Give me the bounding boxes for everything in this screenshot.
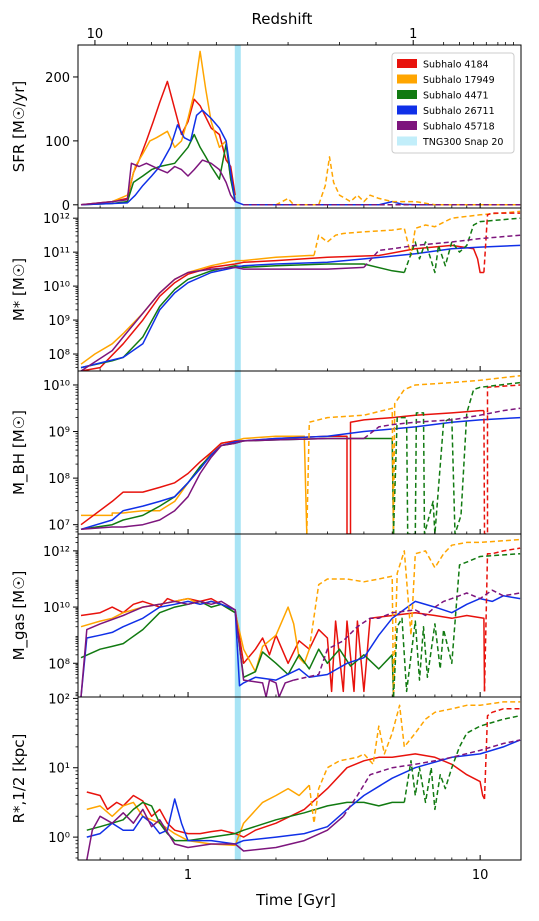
series-line-sfr-1 <box>80 50 236 206</box>
series-line-sfr-4 <box>80 159 236 206</box>
ytick-label-mbh-1: 10⁸ <box>48 472 70 487</box>
top-tick-label-1: 1 <box>409 27 417 42</box>
legend: Subhalo 4184 Subhalo 17949 Subhalo 4471 Sub… <box>391 52 515 154</box>
snapshot-bands <box>234 45 241 860</box>
legend-swatch-5 <box>397 136 417 146</box>
series-line-rhalf-8 <box>342 739 521 817</box>
x-axis-label: Time [Gyr] <box>255 891 336 909</box>
panel-mstar-series <box>80 210 521 371</box>
ylabel-rhalf: R*,1/2 [kpc] <box>10 734 28 824</box>
legend-box <box>391 52 515 154</box>
legend-label-3: Subhalo 26711 <box>423 106 495 117</box>
series-line-mgas-4 <box>80 600 294 697</box>
panel-mbh-series <box>80 374 521 534</box>
axes: 0 100 200 SFR [M☉/yr] 10⁸ 10⁹ 10¹⁰ 10¹¹ 10¹² M* [… <box>10 27 522 883</box>
ylabel-mbh: M_BH [M☉] <box>10 410 29 495</box>
series-line-mstar-2 <box>80 263 405 369</box>
legend-label-4: Subhalo 45718 <box>423 122 495 133</box>
series-line-mgas-5 <box>308 538 521 697</box>
series-line-mbh-6 <box>483 384 521 534</box>
panel-rhalf-series <box>86 701 521 860</box>
snapshot-band <box>234 45 241 860</box>
panel-mgas-series <box>80 538 521 697</box>
series-line-mgas-1 <box>80 597 311 673</box>
legend-label-5: TNG300 Snap 20 <box>422 137 503 148</box>
series-line-rhalf-1 <box>86 784 310 847</box>
legend-swatch-3 <box>397 105 417 115</box>
series-line-mgas-3 <box>80 595 521 697</box>
series-line-mstar-1 <box>80 244 484 371</box>
legend-label-2: Subhalo 4471 <box>423 91 489 102</box>
xtick-label-0: 1 <box>184 868 192 883</box>
legend-label-1: Subhalo 17949 <box>423 75 495 86</box>
series-line-mstar-3 <box>80 244 521 369</box>
legend-swatch-4 <box>397 121 417 130</box>
series-line-mstar-7 <box>403 217 521 274</box>
series-line-mbh-5 <box>306 374 521 534</box>
ytick-label-rhalf-1: 10¹ <box>48 762 70 777</box>
ytick-label-mgas-0: 10⁸ <box>48 657 70 672</box>
series-line-mstar-6 <box>483 212 521 273</box>
ytick-label-mstar-2: 10¹⁰ <box>43 280 70 295</box>
ylabel-mgas: M_gas [M☉] <box>10 571 29 661</box>
panel-frame-mstar <box>77 207 522 372</box>
legend-swatch-1 <box>397 74 417 84</box>
series-line-mbh-7 <box>392 381 521 534</box>
series-line-mstar-5 <box>313 210 521 257</box>
series-line-mgas-6 <box>483 547 521 692</box>
ytick-label-mstar-4: 10¹² <box>43 212 70 227</box>
panel-frame-rhalf <box>77 696 522 861</box>
ytick-label-mstar-3: 10¹¹ <box>43 246 70 261</box>
legend-swatch-0 <box>397 59 417 68</box>
panel-frame-mgas <box>77 533 522 698</box>
series-line-mgas-2 <box>80 600 395 697</box>
ytick-label-rhalf-2: 10² <box>48 692 70 707</box>
ytick-label-sfr-0: 0 <box>62 199 70 214</box>
ylabel-mstar: M* [M☉] <box>10 258 28 321</box>
series-line-sfr-3 <box>80 109 521 206</box>
series-line-rhalf-6 <box>483 708 521 800</box>
ytick-label-mbh-2: 10⁹ <box>48 426 70 441</box>
data-series <box>80 50 521 860</box>
series-line-sfr-0 <box>80 80 236 206</box>
top-tick-label-0: 10 <box>87 27 104 42</box>
legend-swatch-2 <box>397 90 417 99</box>
series-line-sfr-2 <box>80 133 236 206</box>
series-line-sfr-5 <box>243 156 521 206</box>
series-line-rhalf-7 <box>403 714 521 811</box>
ytick-label-mstar-0: 10⁸ <box>48 348 70 363</box>
ylabel-sfr: SFR [M☉/yr] <box>10 81 28 173</box>
ytick-label-mbh-0: 10⁷ <box>48 519 70 534</box>
ytick-label-mgas-2: 10¹² <box>43 545 70 560</box>
series-line-mstar-4 <box>80 266 364 371</box>
top-axis-label: Redshift <box>252 10 313 28</box>
xtick-label-1: 10 <box>472 868 489 883</box>
panel-sfr-series <box>80 50 521 206</box>
legend-label-0: Subhalo 4184 <box>423 60 489 71</box>
ytick-label-rhalf-0: 10⁰ <box>48 831 70 846</box>
ytick-label-mbh-3: 10¹⁰ <box>43 379 70 394</box>
ytick-label-sfr-2: 200 <box>45 71 70 86</box>
ytick-label-sfr-1: 100 <box>45 135 70 150</box>
series-line-mgas-8 <box>293 589 521 681</box>
ytick-label-mgas-1: 10¹⁰ <box>43 601 70 616</box>
series-line-mstar-8 <box>363 234 521 268</box>
series-line-rhalf-4 <box>86 808 344 860</box>
series-line-rhalf-0 <box>86 753 486 838</box>
series-line-rhalf-5 <box>308 701 521 824</box>
ytick-label-mstar-1: 10⁹ <box>48 314 70 329</box>
series-line-mgas-7 <box>392 552 521 697</box>
series-line-mbh-8 <box>363 407 521 440</box>
series-line-mbh-4 <box>80 437 364 531</box>
